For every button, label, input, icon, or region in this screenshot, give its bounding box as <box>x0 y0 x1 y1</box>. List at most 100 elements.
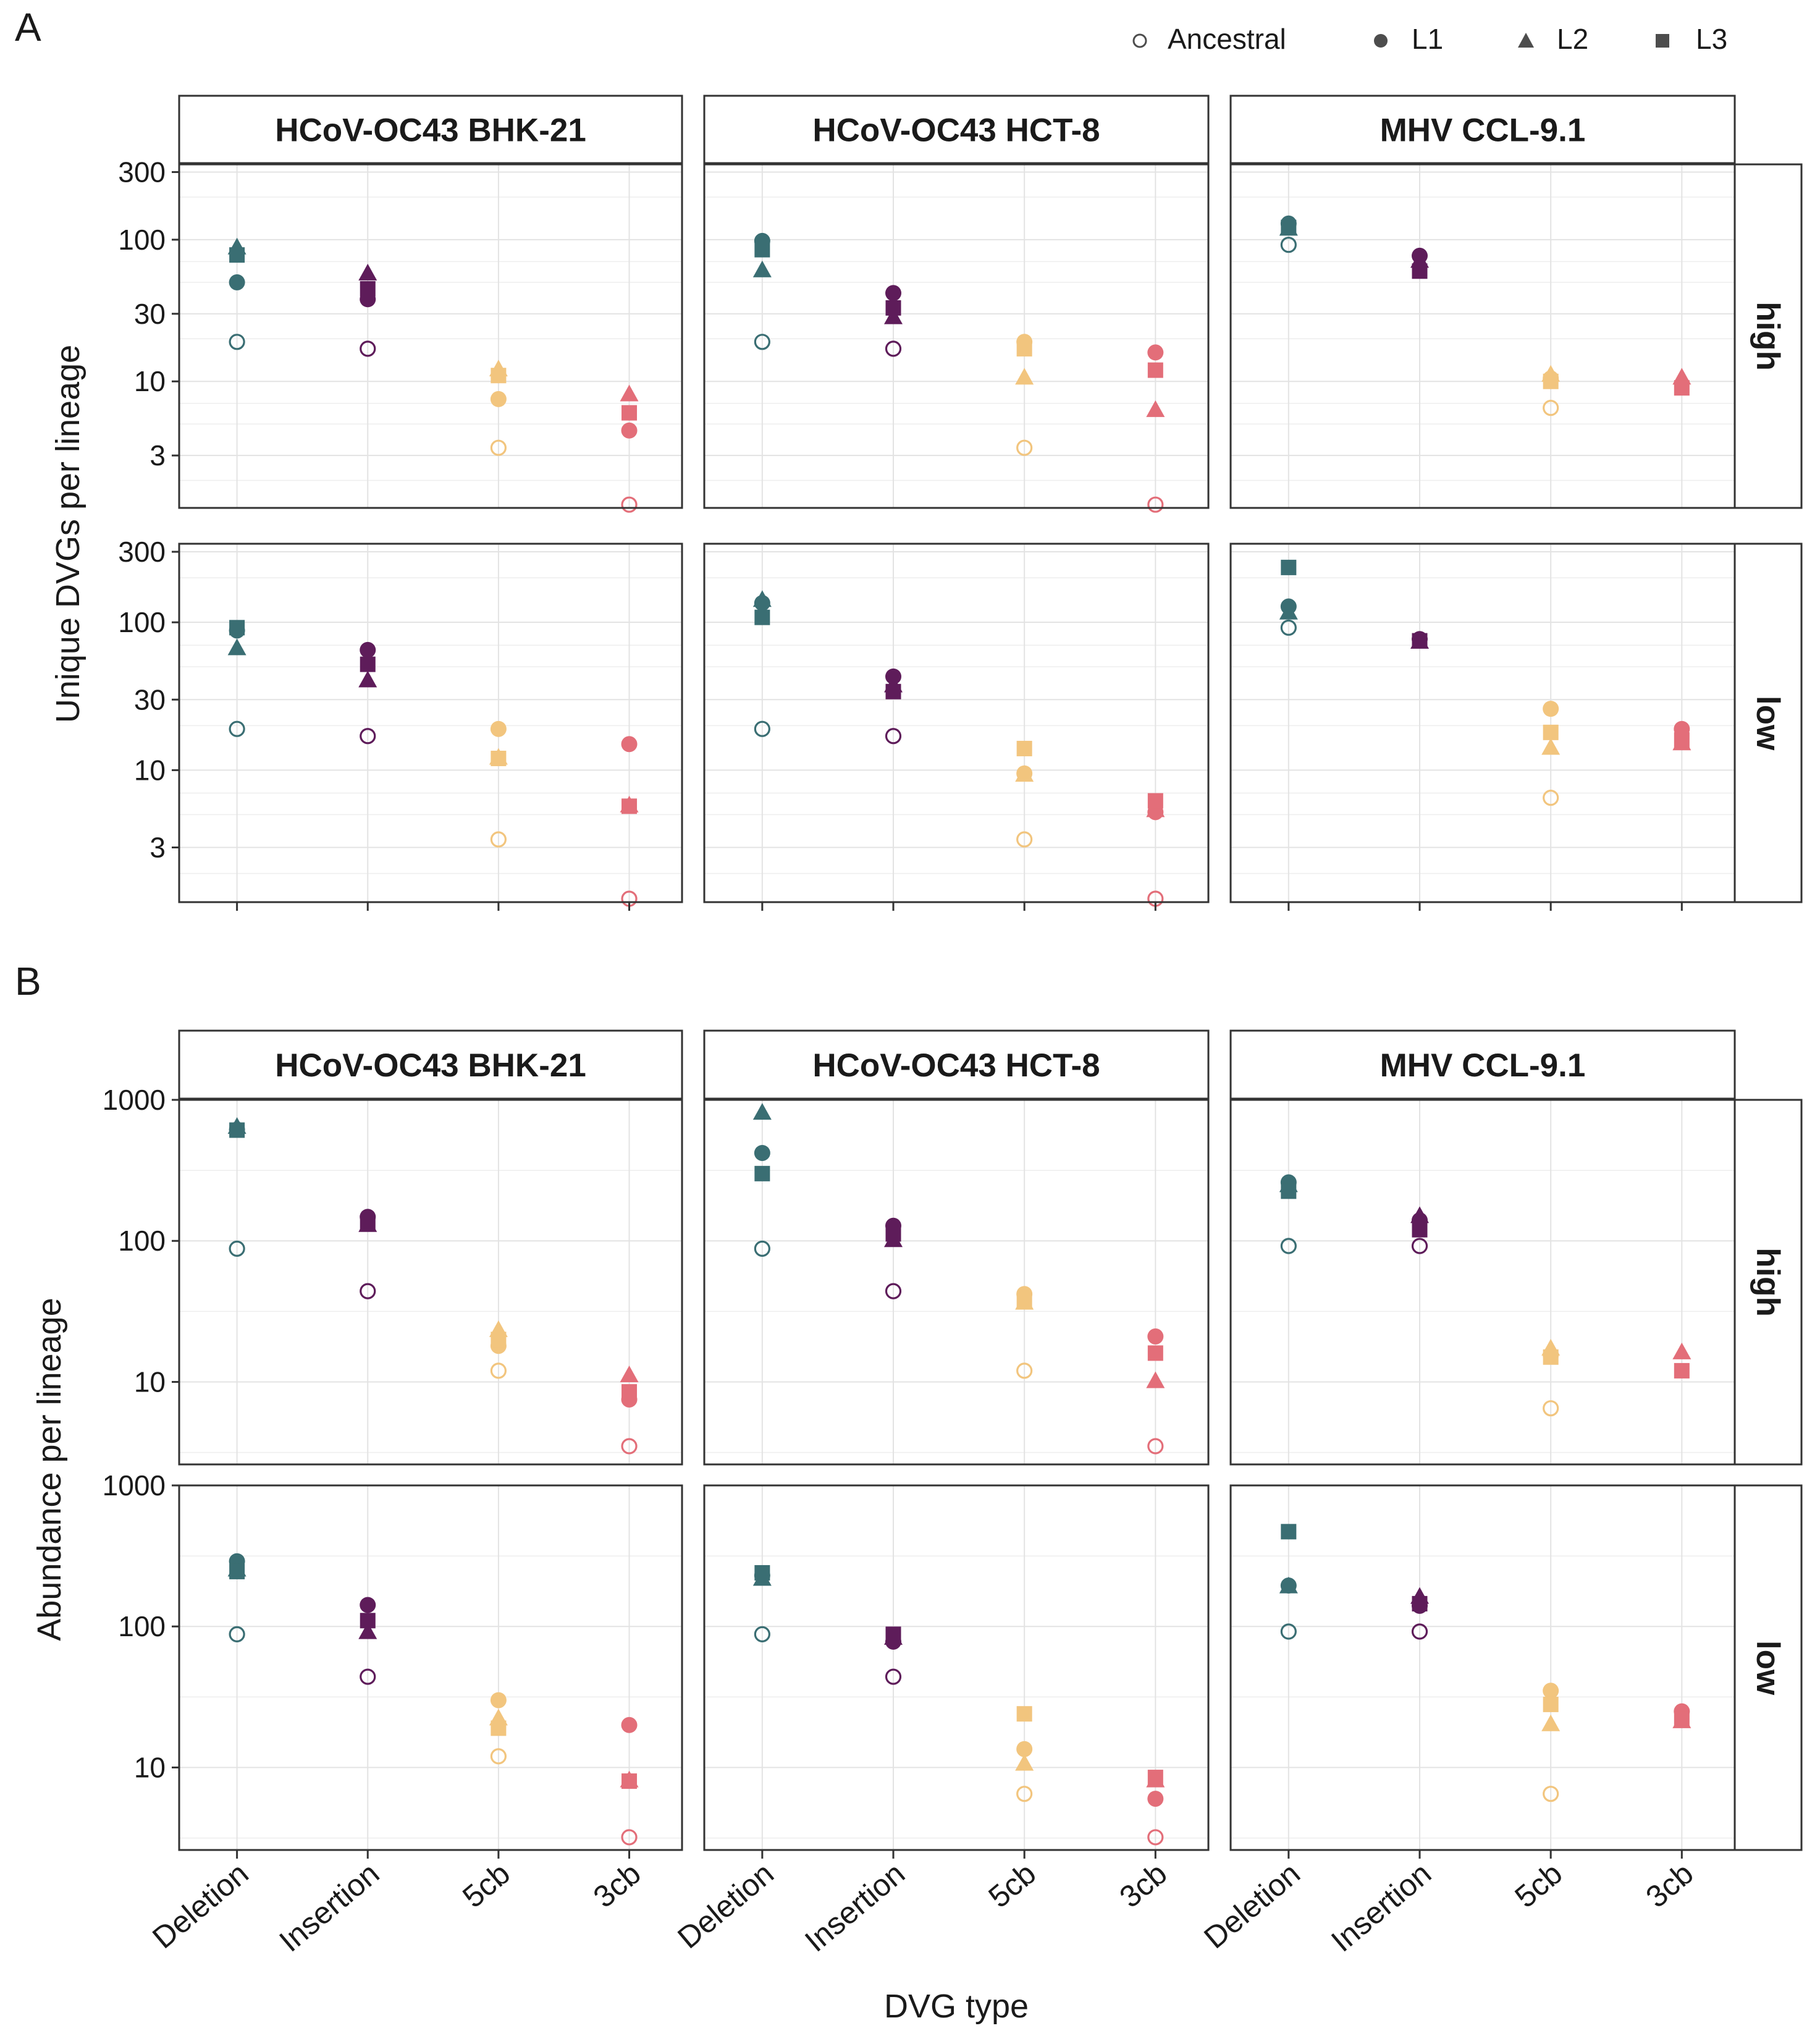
point-ancestral-5cb <box>1016 439 1033 456</box>
point-l3-3cb <box>621 798 638 814</box>
point-ancestral-insertion <box>360 340 376 357</box>
row-strip-low <box>1734 543 1803 903</box>
panel-letter-b: B <box>15 959 41 1003</box>
point-l3-5cb <box>1543 373 1559 389</box>
point-l3-insertion <box>885 300 901 316</box>
y-tick-label-high-100: 100 <box>118 1225 166 1257</box>
panel-border <box>178 1099 683 1466</box>
point-l3-3cb <box>1674 380 1690 396</box>
point-l3-insertion <box>360 1613 376 1629</box>
point-ancestral-deletion <box>1280 619 1297 636</box>
facet-strip-hcov-oc43-bhk-21 <box>178 1029 683 1100</box>
point-ancestral-deletion <box>754 720 770 737</box>
point-l3-insertion <box>885 683 901 699</box>
point-l1-5cb <box>490 391 507 407</box>
point-ancestral-5cb <box>1543 400 1559 416</box>
y-tick-label-high-10: 10 <box>134 365 166 397</box>
point-ancestral-5cb <box>1543 1786 1559 1802</box>
point-l1-3cb <box>621 736 638 753</box>
point-l3-5cb <box>1016 340 1032 357</box>
point-l3-insertion <box>885 1226 901 1242</box>
point-ancestral-insertion <box>360 1668 376 1685</box>
facet-strip-hcov-oc43-bhk-21 <box>178 95 683 164</box>
point-l1-5cb <box>1543 701 1559 717</box>
panel-border <box>1229 1099 1736 1466</box>
point-l1-5cb <box>490 720 507 737</box>
point-l3-insertion <box>1412 1222 1428 1238</box>
point-l1-insertion <box>360 1597 376 1613</box>
point-ancestral-insertion <box>360 1283 376 1299</box>
legend-l2-icon <box>1518 33 1534 48</box>
y-tick-label-low-10: 10 <box>134 754 166 786</box>
y-tick-label-low-100: 100 <box>118 606 166 638</box>
point-l2-5cb <box>1015 765 1034 782</box>
point-l3-5cb <box>1016 1292 1032 1308</box>
legend-l3-icon <box>1656 34 1669 48</box>
point-l2-insertion <box>358 670 377 688</box>
legend-label-l1: L1 <box>1412 23 1443 55</box>
point-ancestral-insertion <box>1411 1623 1428 1640</box>
facet-title-mhv-ccl-9-1: MHV CCL-9.1 <box>1380 112 1586 149</box>
panel-low-hcov-oc43-bhk-21 <box>178 543 683 911</box>
point-l3-3cb <box>1147 1770 1163 1786</box>
panel-border <box>1229 543 1736 903</box>
panel-bg <box>1231 1100 1735 1464</box>
point-ancestral-5cb <box>490 439 507 456</box>
point-ancestral-5cb <box>490 1748 507 1765</box>
point-l1-5cb <box>490 1692 507 1708</box>
row-label-high: high <box>1750 1248 1786 1317</box>
point-ancestral-5cb <box>1016 1362 1033 1379</box>
panel-high-mhv-ccl-9-1 <box>1229 1099 1736 1466</box>
point-ancestral-3cb <box>1147 496 1164 513</box>
y-tick-label-high-10: 10 <box>134 1366 166 1398</box>
row-label-high: high <box>1750 302 1786 371</box>
facet-title-hcov-oc43-hct-8: HCoV-OC43 HCT-8 <box>812 112 1100 149</box>
point-l2-3cb <box>1146 1371 1165 1388</box>
panel-bg <box>179 1485 682 1850</box>
panel-border <box>1229 1484 1736 1851</box>
point-l3-deletion <box>1281 1524 1297 1540</box>
point-l2-insertion <box>1410 1206 1429 1223</box>
point-l3-3cb <box>1147 362 1163 378</box>
point-ancestral-3cb <box>621 1438 638 1455</box>
point-l3-5cb <box>491 1720 507 1736</box>
legend: Ancestral L1 L2 L3 <box>1132 23 1727 55</box>
panel-bg <box>179 1100 682 1464</box>
point-ancestral-5cb <box>1543 790 1559 806</box>
facet-title-hcov-oc43-bhk-21: HCoV-OC43 BHK-21 <box>275 112 586 149</box>
point-l3-3cb <box>1674 1362 1690 1379</box>
point-ancestral-insertion <box>885 1668 902 1685</box>
point-l3-insertion <box>1412 1595 1428 1611</box>
legend-label-ancestral: Ancestral <box>1168 23 1286 55</box>
panel-border <box>1229 163 1736 509</box>
point-ancestral-deletion <box>754 1240 770 1257</box>
panel-bg <box>1231 1485 1735 1850</box>
point-l3-5cb <box>491 1332 507 1348</box>
y-tick-label-high-3: 3 <box>150 439 166 471</box>
point-l3-deletion <box>229 620 245 636</box>
point-l3-insertion <box>1412 633 1428 649</box>
point-l3-deletion <box>1281 559 1297 575</box>
facet-strip-mhv-ccl-9-1 <box>1229 1029 1736 1100</box>
point-l3-3cb <box>621 405 638 421</box>
point-ancestral-deletion <box>754 334 770 350</box>
panel-letter-a: A <box>15 5 41 49</box>
point-l1-deletion <box>229 274 245 290</box>
panel-bg <box>179 164 682 508</box>
point-l3-3cb <box>1147 793 1163 809</box>
panel-high-hcov-oc43-hct-8 <box>703 163 1210 513</box>
point-ancestral-insertion <box>360 728 376 745</box>
point-l2-deletion <box>1279 1576 1298 1594</box>
legend-label-l2: L2 <box>1557 23 1588 55</box>
point-l3-deletion <box>229 1122 245 1138</box>
facet-title-hcov-oc43-bhk-21: HCoV-OC43 BHK-21 <box>275 1047 586 1084</box>
panel-border <box>178 1484 683 1851</box>
chart-b: HCoV-OC43 BHK-21 HCoV-OC43 HCT-8 MHV CCL-9… <box>103 1029 1803 1959</box>
y-axis-title-b: Abundance per lineage <box>31 1298 68 1641</box>
panel-low-mhv-ccl-9-1 <box>1229 543 1736 911</box>
point-ancestral-deletion <box>754 1626 770 1643</box>
point-l3-3cb <box>1674 1711 1690 1727</box>
point-l2-3cb <box>1672 1342 1692 1359</box>
point-l2-deletion <box>1279 602 1298 620</box>
point-l2-deletion <box>752 1103 772 1120</box>
